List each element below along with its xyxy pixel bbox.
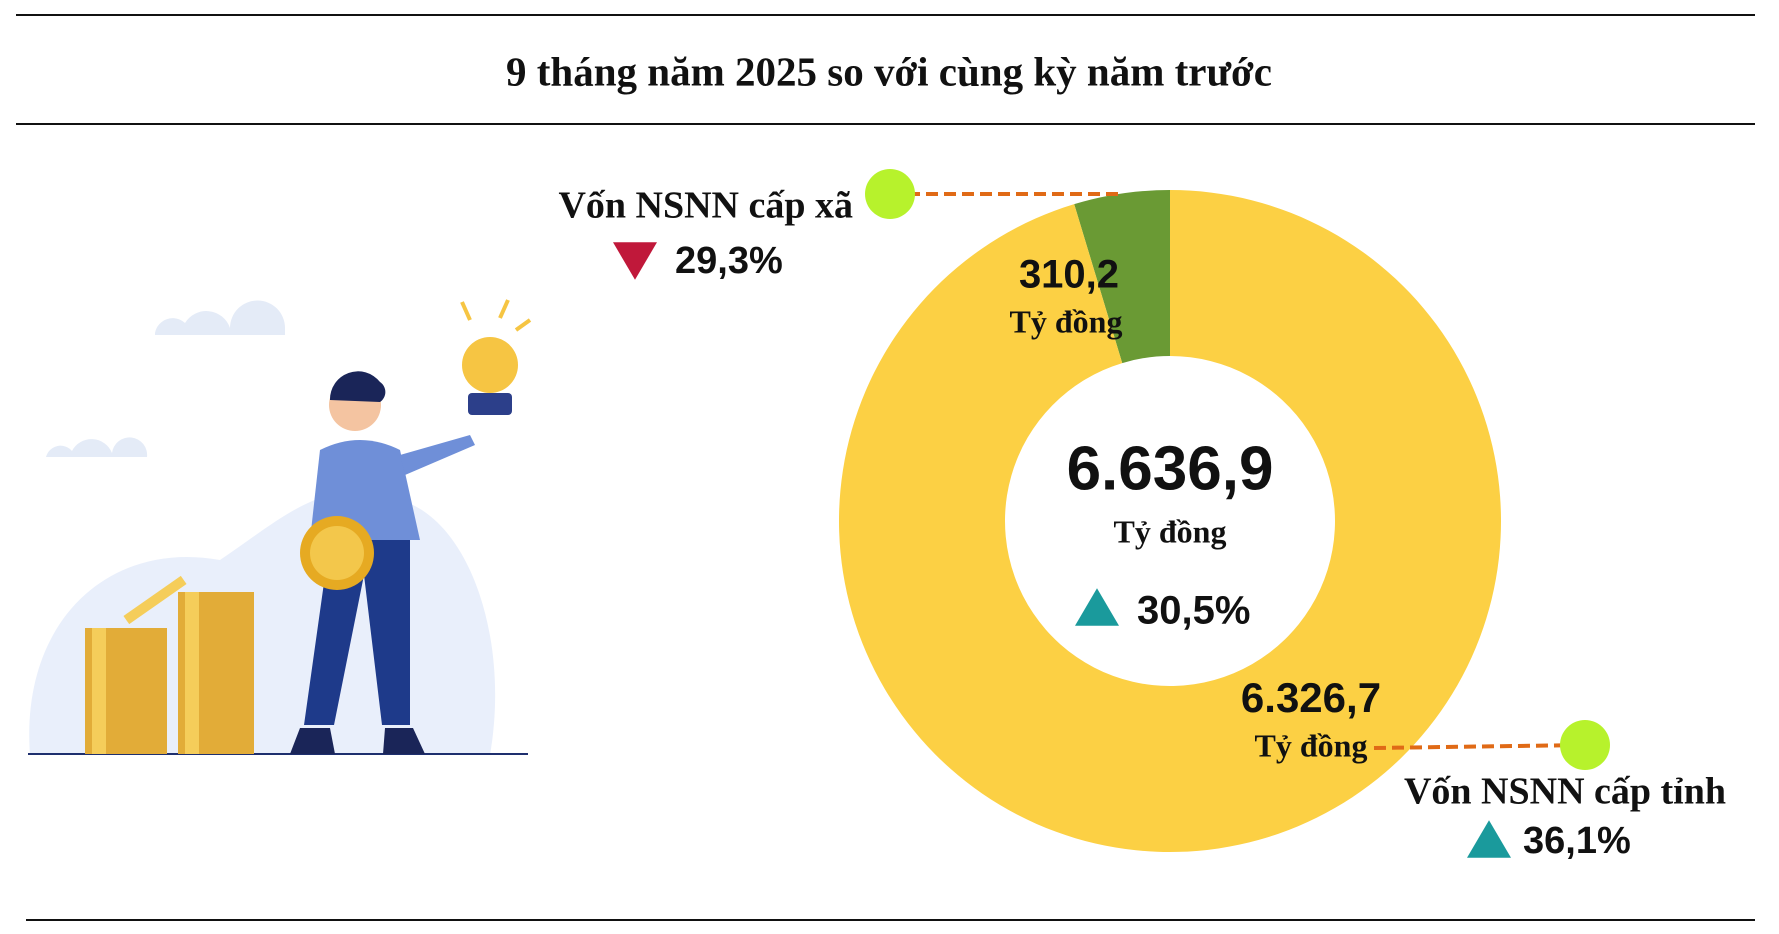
unit-label: Tỷ đồng (1255, 727, 1368, 763)
change-label: 29,3% (675, 240, 783, 282)
up-arrow (1467, 820, 1511, 858)
category-label: Vốn NSNN cấp tỉnh (1404, 771, 1726, 813)
change-label: 30,5% (1137, 589, 1250, 633)
chart-title: 9 tháng năm 2025 so với cùng kỳ năm trướ… (506, 48, 1272, 94)
unit-label: Tỷ đồng (1010, 303, 1123, 339)
unit-label: Tỷ đồng (1114, 513, 1227, 549)
leader-dot (865, 169, 915, 219)
total-label: 6.636,9 (1067, 434, 1274, 503)
change-label: 36,1% (1523, 820, 1631, 862)
donut-segment (839, 190, 1501, 852)
down-arrow (613, 242, 657, 280)
leader-dot (1560, 720, 1610, 770)
up-arrow (1075, 588, 1119, 626)
value-label: 6.326,7 (1241, 674, 1381, 721)
donut-segment (1074, 190, 1170, 364)
value-label: 310,2 (1019, 253, 1119, 297)
illustration (28, 299, 532, 755)
category-label: Vốn NSNN cấp xã (558, 185, 853, 227)
